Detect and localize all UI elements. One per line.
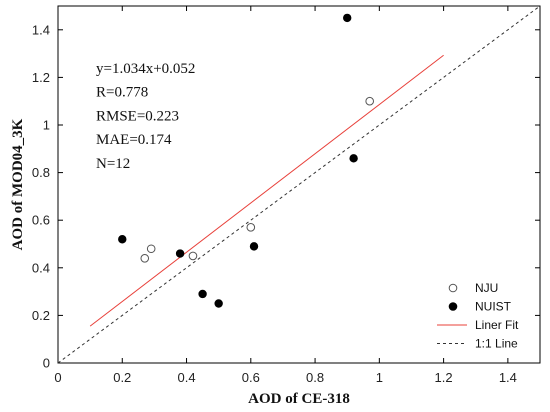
data-point-nuist	[249, 242, 259, 251]
y-tick-label: 0.4	[32, 260, 50, 275]
stat-text-3: MAE=0.174	[96, 132, 172, 148]
y-tick-label: 1.4	[32, 22, 50, 37]
legend-label: NUIST	[475, 300, 512, 314]
x-tick-label: 1	[376, 370, 383, 385]
data-point-nju	[246, 223, 256, 232]
stat-text-2: RMSE=0.223	[96, 108, 179, 124]
data-point-nuist	[343, 13, 352, 23]
legend-marker-nju	[448, 283, 458, 293]
data-point-nju	[365, 96, 374, 106]
x-tick-label: 1.4	[499, 370, 517, 385]
x-axis-title: AOD of CE-318	[248, 391, 350, 407]
plot-frame	[57, 5, 541, 364]
legend-label: Liner Fit	[475, 318, 519, 332]
data-point-nuist	[175, 249, 185, 258]
y-tick-label: 0.2	[32, 308, 50, 323]
x-tick-label: 0	[54, 370, 61, 385]
data-point-nuist	[118, 235, 127, 244]
data-point-nuist	[198, 289, 207, 299]
stat-text-1: R=0.778	[96, 85, 148, 101]
y-tick-label: 0	[43, 356, 50, 371]
legend-label: NJU	[475, 281, 498, 295]
x-tick-label: 0.8	[306, 370, 324, 385]
data-point-nju	[188, 251, 198, 261]
data-point-nuist	[214, 299, 223, 308]
data-point-nju	[146, 244, 156, 254]
x-tick-label: 1.2	[435, 370, 453, 385]
stat-text-0: y=1.034x+0.052	[96, 61, 195, 77]
x-tick-label: 0.2	[113, 370, 131, 385]
data-point-nuist	[349, 154, 358, 163]
legend-label: 1:1 Line	[475, 337, 518, 351]
y-tick-label: 0.8	[32, 165, 50, 180]
one-to-one-line	[57, 5, 541, 364]
y-tick-label: 1.2	[32, 70, 50, 85]
y-tick-label: 1	[43, 118, 50, 133]
x-tick-label: 0.4	[177, 370, 195, 385]
stat-text-4: N=12	[96, 156, 130, 172]
data-point-nju	[140, 253, 150, 263]
plot-area: 0 0.2 0.4 0.6 0.8 1 1.2 1.4 0 0.2 0.4 0.6 0.8 1 1.2 1.4…	[10, 5, 541, 407]
linear-fit-line	[89, 54, 444, 327]
x-tick-label: 0.6	[242, 370, 260, 385]
y-axis-title: AOD of MOD04_3K	[10, 118, 26, 250]
y-tick-label: 0.6	[32, 213, 50, 228]
legend-marker-nuist	[448, 302, 458, 311]
